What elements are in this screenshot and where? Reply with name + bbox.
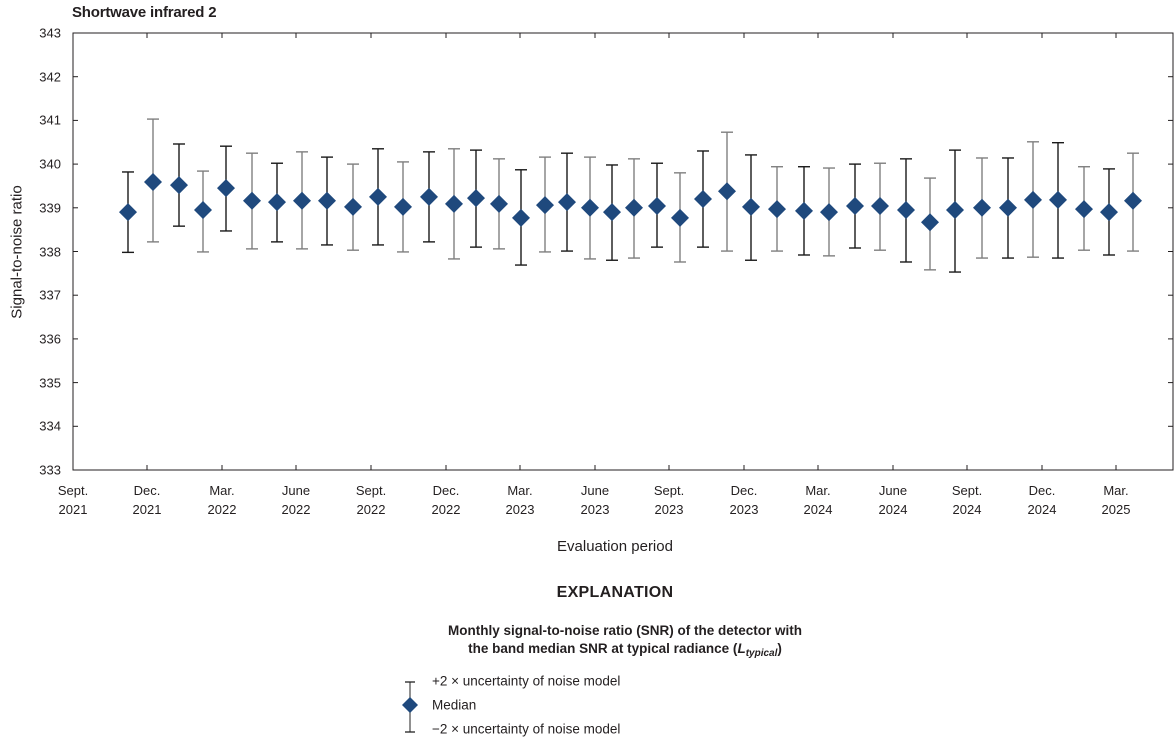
median-marker [268,193,286,212]
median-marker [445,194,463,213]
median-marker [536,196,554,215]
median-marker [581,198,599,217]
x-tick-label: Sept. 2021 [57,483,89,517]
median-markers [119,173,1142,232]
x-tick-label: Dec. 2021 [132,483,162,517]
legend-upper-label: +2 × uncertainty of noise model [432,673,621,689]
y-tick-label: 337 [39,287,61,303]
median-marker [1124,191,1142,210]
median-marker [490,194,508,213]
legend-median-label: Median [432,697,477,713]
x-tick-label: Sept. 2022 [355,483,387,517]
legend-caption-line2: the band median SNR at typical radiance … [468,641,782,659]
chart-title: Shortwave infrared 2 [72,4,217,21]
y-tick-label: 340 [39,156,61,172]
median-marker [512,208,530,227]
median-marker [217,179,235,198]
error-bars [122,118,1139,273]
y-tick-label: 334 [39,418,61,434]
x-tick-label: June 2023 [580,483,610,517]
x-tick-label: June 2022 [281,483,311,517]
x-tick-label: Sept. 2024 [951,483,983,517]
x-tick-label: June 2024 [878,483,908,517]
median-marker [671,208,689,227]
y-tick-label: 338 [39,244,61,259]
median-marker [897,200,915,219]
x-axis-label: Evaluation period [557,538,673,555]
median-marker [119,203,137,222]
median-marker [1100,203,1118,222]
median-marker [846,197,864,216]
median-marker [558,193,576,212]
diamond-icon [402,697,418,713]
x-tick-label: Sept. 2023 [653,483,685,517]
median-marker [1024,190,1042,209]
median-marker [144,173,162,192]
y-tick-label: 342 [39,69,61,85]
x-tick-label: Mar. 2023 [505,483,535,517]
median-marker [820,203,838,222]
median-marker [420,187,438,206]
x-tick-label: Mar. 2024 [803,483,833,517]
median-marker [1049,190,1067,209]
median-marker [871,197,889,216]
y-tick-label: 341 [39,112,61,128]
median-marker [344,197,362,216]
legend-caption: Monthly signal-to-noise ratio (SNR) of t… [448,622,802,663]
y-tick-label: 333 [39,462,61,478]
median-marker [648,197,666,216]
y-tick-label: 343 [39,25,61,41]
median-marker [318,191,336,210]
median-marker [293,191,311,210]
median-marker [369,187,387,206]
median-marker [394,197,412,216]
median-marker [170,176,188,195]
x-tick-label: Mar. 2022 [207,483,237,517]
median-marker [625,198,643,217]
y-tick-label: 339 [39,200,61,216]
median-marker [718,182,736,201]
median-marker [742,197,760,216]
median-marker [946,200,964,219]
median-marker [795,201,813,220]
x-tick-label: Dec. 2024 [1027,483,1057,517]
median-marker [921,213,939,232]
x-tick-label: Dec. 2023 [729,483,759,517]
x-tick-label: Dec. 2022 [431,483,461,517]
median-marker [999,198,1017,217]
legend-heading: EXPLANATION [556,584,674,601]
legend-lower-label: −2 × uncertainty of noise model [432,721,621,737]
median-marker [603,203,621,222]
legend-symbol [402,681,418,733]
median-marker [1075,200,1093,219]
x-tick-marks [72,33,1117,470]
legend-caption-line1: Monthly signal-to-noise ratio (SNR) of t… [448,623,802,638]
median-marker [467,189,485,208]
median-marker [194,200,212,219]
y-tick-label: 336 [39,331,61,347]
median-marker [243,191,261,210]
y-tick-marks [73,32,1173,471]
median-marker [694,190,712,209]
y-axis-label: Signal-to-noise ratio [8,185,26,319]
median-marker [768,200,786,219]
y-tick-label: 335 [39,375,61,391]
x-tick-label: Mar. 2025 [1101,483,1131,517]
median-marker [973,198,991,217]
